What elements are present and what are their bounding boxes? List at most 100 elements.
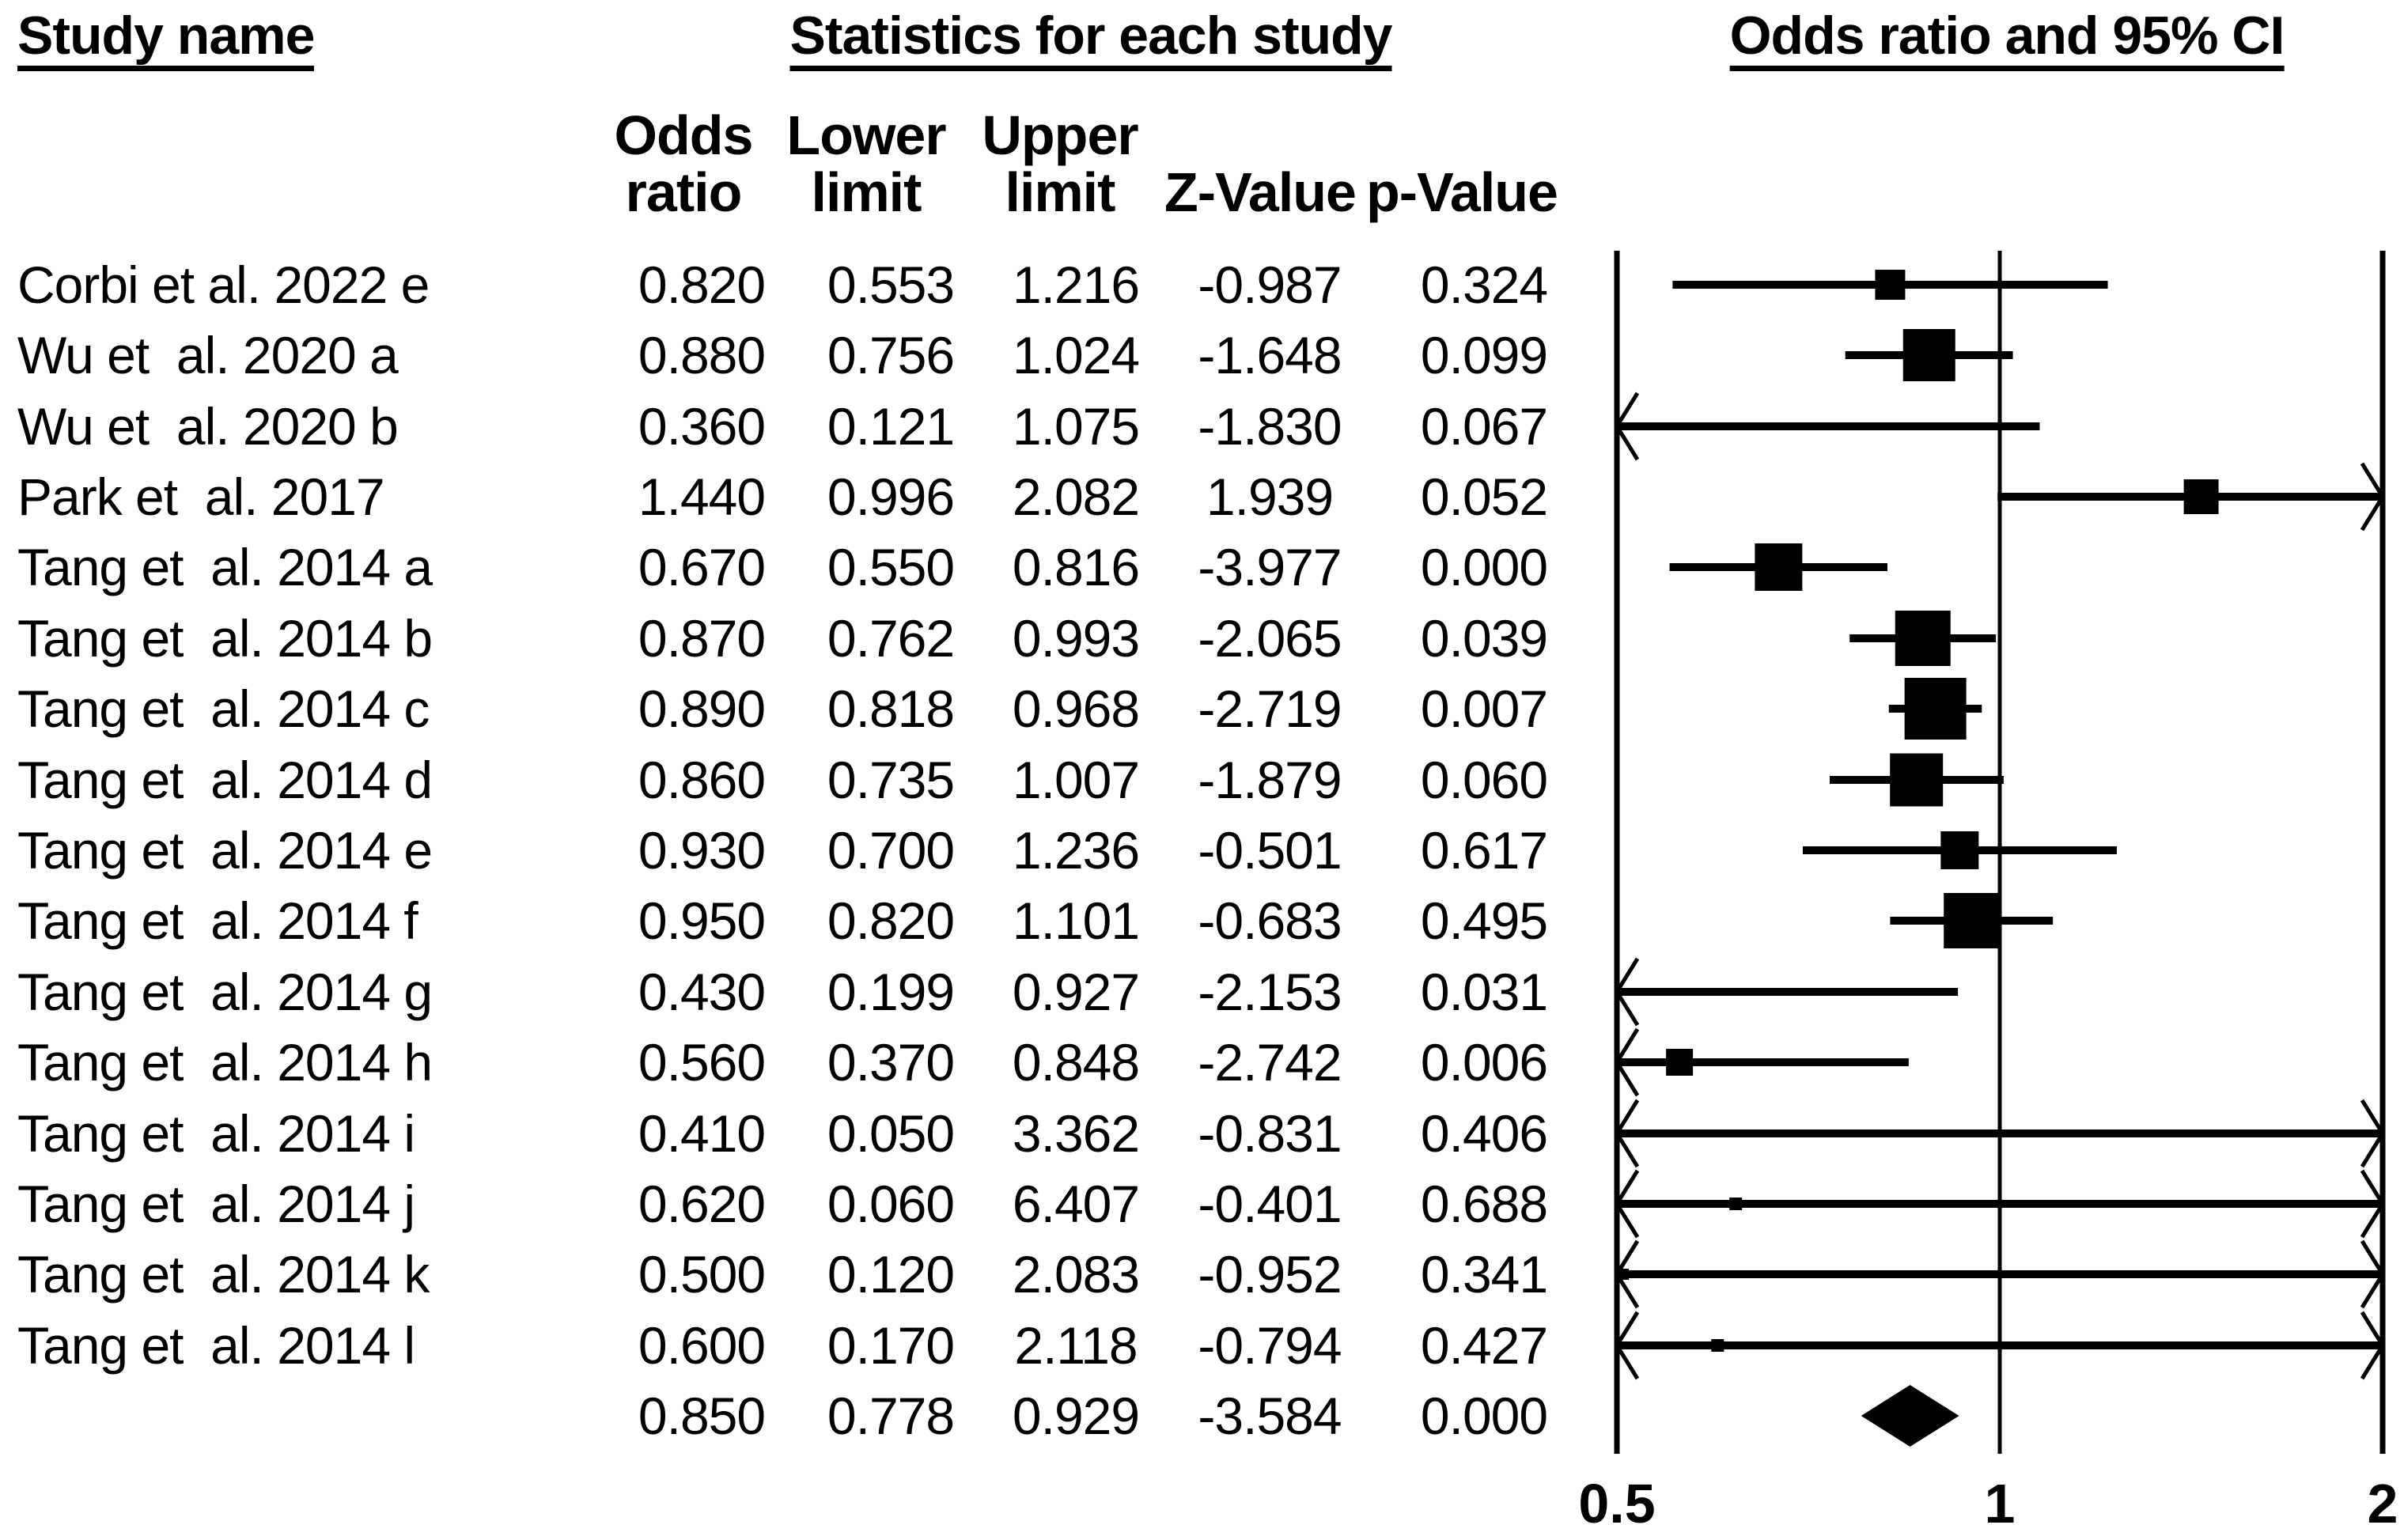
study-name: Wu et al. 2020 b [17, 397, 399, 456]
effect-square [1875, 270, 1906, 300]
stat-lower-limit: 0.553 [827, 255, 955, 314]
stat-upper-limit: 1.007 [1012, 751, 1140, 809]
stat-odds-ratio: 0.890 [638, 679, 766, 738]
col-header-limit: limit [811, 161, 922, 223]
col-header-z-value: Z-Value [1164, 161, 1357, 223]
stat-odds-ratio: 0.850 [638, 1387, 766, 1445]
stat-lower-limit: 0.756 [827, 326, 955, 384]
stat-upper-limit: 1.024 [1012, 326, 1140, 384]
study-name: Tang et al. 2014 i [17, 1104, 415, 1163]
stat-odds-ratio: 0.620 [638, 1175, 766, 1233]
stat-lower-limit: 0.820 [827, 891, 955, 950]
study-name: Tang et al. 2014 f [17, 891, 418, 950]
stat-lower-limit: 0.818 [827, 679, 955, 738]
effect-square [1940, 831, 1979, 869]
stat-lower-limit: 0.996 [827, 467, 955, 526]
effect-square [1755, 543, 1803, 591]
stat-lower-limit: 0.762 [827, 609, 955, 668]
x-tick-label: 2 [2368, 1473, 2398, 1534]
effect-square [1711, 1339, 1724, 1352]
stat-upper-limit: 0.927 [1012, 963, 1140, 1021]
stat-z-value: -0.501 [1198, 821, 1342, 880]
stat-p-value: 0.099 [1420, 326, 1548, 384]
stat-upper-limit: 2.118 [1014, 1316, 1138, 1375]
summary-diamond [1861, 1385, 1959, 1447]
stat-odds-ratio: 1.440 [638, 467, 766, 526]
stat-z-value: -1.879 [1198, 751, 1342, 809]
stat-z-value: -1.830 [1198, 397, 1342, 456]
study-name: Tang et al. 2014 b [17, 609, 433, 668]
stat-p-value: 0.341 [1420, 1245, 1548, 1304]
study-name: Corbi et al. 2022 e [17, 255, 430, 314]
stat-lower-limit: 0.170 [827, 1316, 955, 1375]
study-name: Tang et al. 2014 k [17, 1245, 430, 1304]
ci-arrow-left [1615, 1239, 1640, 1309]
stat-odds-ratio: 0.670 [638, 538, 766, 596]
stat-z-value: -3.977 [1198, 538, 1342, 596]
study-name: Tang et al. 2014 c [17, 679, 430, 738]
stat-z-value: -2.742 [1198, 1033, 1342, 1092]
stat-lower-limit: 0.370 [827, 1033, 955, 1092]
stat-odds-ratio: 0.360 [638, 397, 766, 456]
stat-z-value: -0.831 [1198, 1104, 1342, 1163]
ci-arrow-right [2360, 1169, 2385, 1239]
study-name: Tang et al. 2014 a [17, 538, 433, 596]
stat-p-value: 0.039 [1420, 609, 1548, 668]
ci-arrow-right [2360, 1311, 2385, 1380]
stat-odds-ratio: 0.560 [638, 1033, 766, 1092]
col-header-lower: Lower [786, 104, 946, 166]
study-name: Park et al. 2017 [17, 467, 385, 526]
effect-square [1904, 678, 1967, 740]
stat-p-value: 0.427 [1420, 1316, 1548, 1375]
stat-p-value: 0.031 [1420, 963, 1548, 1021]
study-name: Tang et al. 2014 d [17, 751, 433, 809]
ci-arrow-left [1615, 1169, 1640, 1239]
stat-z-value: -0.794 [1198, 1316, 1342, 1375]
column-group-header-statistics: Statistics for each study [789, 9, 1393, 71]
ci-arrow-left [1615, 1027, 1640, 1097]
stat-z-value: 1.939 [1206, 467, 1334, 526]
effect-square [1618, 1269, 1629, 1280]
stat-upper-limit: 0.968 [1012, 679, 1140, 738]
stat-z-value: -0.952 [1198, 1245, 1342, 1304]
ci-arrow-right [2360, 462, 2385, 532]
stat-upper-limit: 2.083 [1012, 1245, 1140, 1304]
stat-upper-limit: 1.236 [1012, 821, 1140, 880]
stat-z-value: -2.065 [1198, 609, 1342, 668]
stat-odds-ratio: 0.820 [638, 255, 766, 314]
column-group-header-odds-ratio-ci: Odds ratio and 95% CI [1729, 9, 2285, 71]
stat-upper-limit: 0.993 [1012, 609, 1140, 668]
stat-upper-limit: 3.362 [1012, 1104, 1140, 1163]
stat-z-value: -0.683 [1198, 891, 1342, 950]
stat-odds-ratio: 0.600 [638, 1316, 766, 1375]
stat-z-value: -2.719 [1198, 679, 1342, 738]
study-name: Tang et al. 2014 g [17, 963, 433, 1021]
ci-arrow-right [2360, 1239, 2385, 1309]
stat-lower-limit: 0.060 [827, 1175, 955, 1233]
stat-upper-limit: 1.075 [1012, 397, 1140, 456]
study-name: Tang et al. 2014 l [17, 1316, 415, 1375]
ci-arrow-left [1615, 392, 1640, 461]
stat-odds-ratio: 0.950 [638, 891, 766, 950]
stat-upper-limit: 0.929 [1012, 1387, 1140, 1445]
stat-lower-limit: 0.050 [827, 1104, 955, 1163]
stat-odds-ratio: 0.880 [638, 326, 766, 384]
col-header-upper: Upper [982, 104, 1138, 166]
stat-z-value: -0.987 [1198, 255, 1342, 314]
ci-arrow-left [1615, 1099, 1640, 1168]
stat-lower-limit: 0.778 [827, 1387, 955, 1445]
column-group-header-study-name: Study name [17, 9, 315, 71]
stat-p-value: 0.324 [1420, 255, 1548, 314]
stat-upper-limit: 1.101 [1012, 891, 1140, 950]
stat-odds-ratio: 0.410 [638, 1104, 766, 1163]
col-header-ratio: ratio [625, 161, 743, 223]
study-name: Wu et al. 2020 a [17, 326, 399, 384]
stat-p-value: 0.060 [1420, 751, 1548, 809]
effect-square [1890, 753, 1944, 807]
stat-upper-limit: 6.407 [1012, 1175, 1140, 1233]
stat-p-value: 0.406 [1420, 1104, 1548, 1163]
effect-square [1729, 1198, 1743, 1210]
stat-lower-limit: 0.199 [827, 963, 955, 1021]
